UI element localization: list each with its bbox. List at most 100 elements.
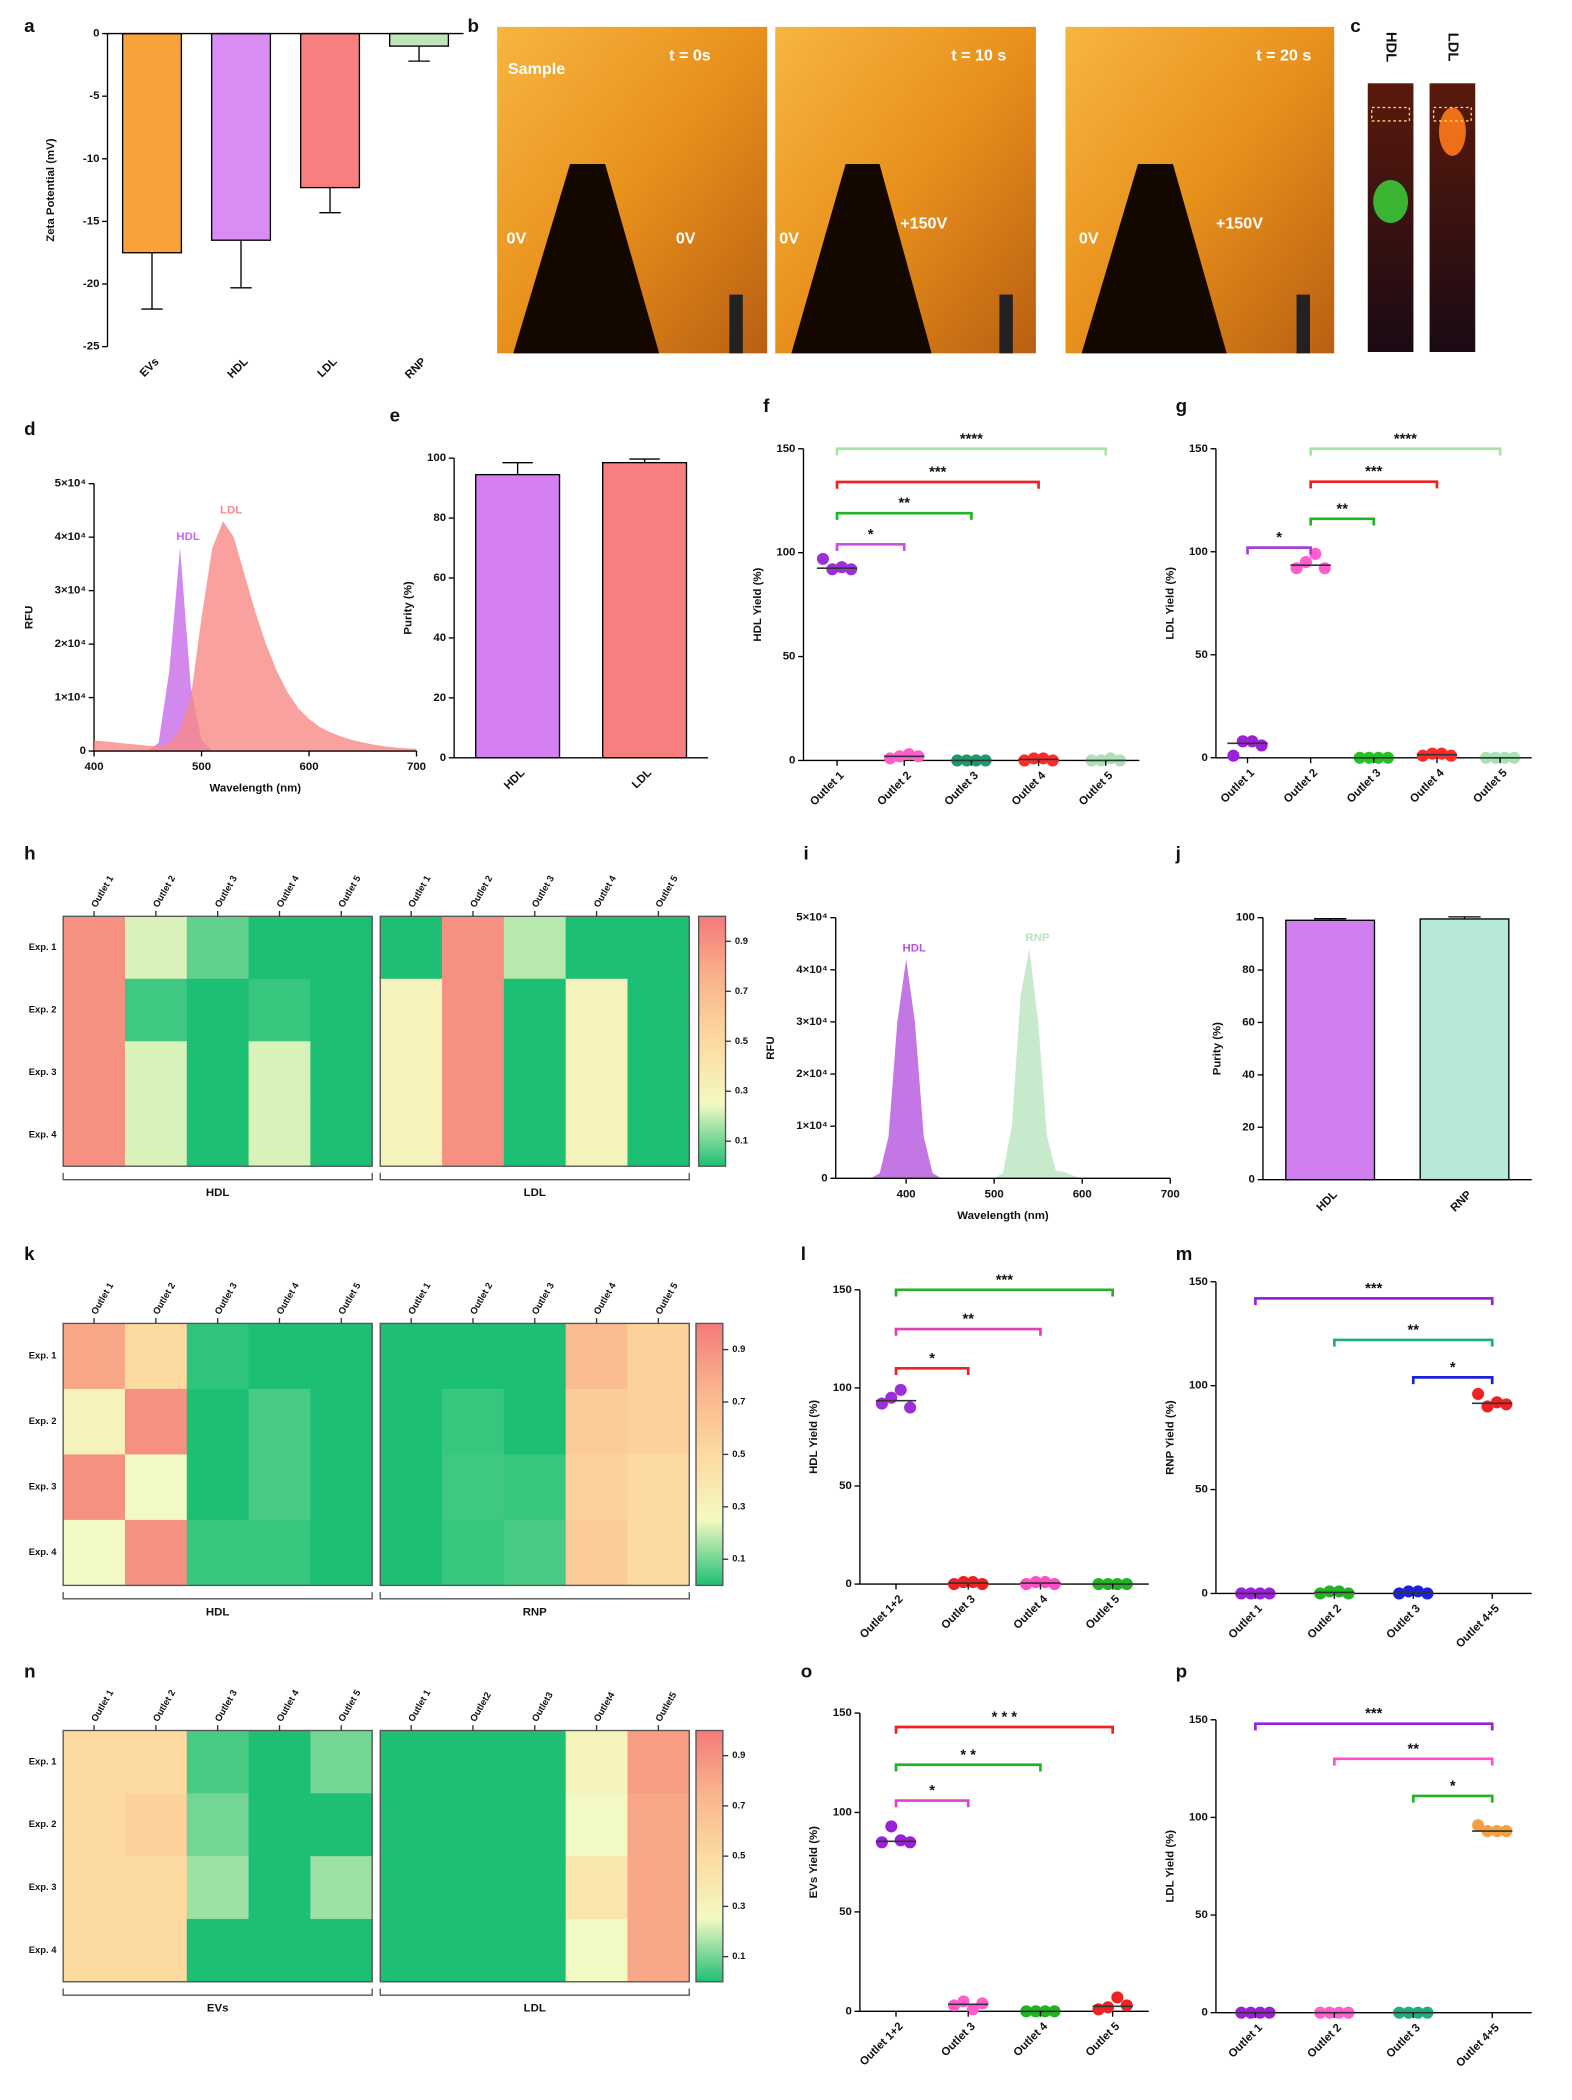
colorbar-tick-label: 0.7 xyxy=(735,985,748,996)
column-label: Outlet 1 xyxy=(406,873,433,909)
y-tick-label: 0 xyxy=(93,28,99,40)
significance-bracket xyxy=(1333,1757,1494,1766)
heatmap-cell xyxy=(186,1454,250,1521)
data-point xyxy=(1027,752,1040,765)
data-point xyxy=(1255,739,1268,752)
significance-label: * * * xyxy=(992,1709,1018,1725)
column-label: Outlet 3 xyxy=(212,1280,239,1316)
heatmap-cell xyxy=(380,1856,443,1920)
row-label: Exp. 1 xyxy=(29,1755,57,1766)
panel-letter: f xyxy=(763,395,770,416)
bar xyxy=(121,32,183,254)
significance-bracket xyxy=(1411,1794,1494,1803)
significance-label: **** xyxy=(960,431,983,447)
heatmap-cell xyxy=(186,1323,250,1390)
heatmap-cell xyxy=(63,1730,126,1794)
heatmap-cell xyxy=(310,1730,373,1794)
heatmap-cell xyxy=(63,1041,126,1105)
y-tick-label: 0 xyxy=(1202,1587,1208,1599)
heatmap-cell xyxy=(248,1730,311,1794)
significance-bracket xyxy=(1254,1297,1494,1306)
photo-electrode xyxy=(999,294,1013,354)
heatmap-cell xyxy=(442,1918,505,1983)
row-label: Exp. 2 xyxy=(29,1004,57,1015)
colorbar-tick-label: 0.5 xyxy=(732,1850,745,1861)
x-tick-label: HDL xyxy=(1315,1189,1340,1214)
data-point xyxy=(1227,749,1240,762)
x-tick-label: Outlet 3 xyxy=(1345,767,1384,806)
significance-label: * xyxy=(929,1351,935,1367)
row-label: Exp. 2 xyxy=(29,1415,57,1426)
colorbar-tick-label: 0.9 xyxy=(735,935,748,946)
bar xyxy=(602,461,688,759)
y-tick-label: 100 xyxy=(833,1382,852,1394)
heatmap-cell xyxy=(186,1519,250,1586)
x-tick-label: Outlet 1 xyxy=(1227,2021,1266,2060)
x-tick-label: Outlet 3 xyxy=(939,1593,978,1632)
significance-label: * xyxy=(1450,1360,1456,1376)
heatmap-cell xyxy=(124,1918,188,1983)
heatmap-cell xyxy=(186,1388,250,1455)
significance-label: ** xyxy=(962,1312,974,1328)
data-point xyxy=(1020,1578,1033,1591)
y-tick-label: 100 xyxy=(1189,1380,1208,1392)
heatmap-cell xyxy=(63,1103,126,1167)
significance-bracket xyxy=(1309,517,1376,526)
heatmap-cell xyxy=(63,1323,126,1390)
group-label: RNP xyxy=(523,1606,547,1618)
heatmap-cell xyxy=(627,1730,690,1794)
significance-label: ** xyxy=(1336,501,1348,517)
panel-letter: i xyxy=(803,842,808,863)
significance-label: * xyxy=(1450,1778,1456,1794)
heatmap-cell xyxy=(124,1730,188,1794)
gel-band xyxy=(1438,107,1466,156)
heatmap-cell xyxy=(442,1323,505,1390)
group-label: HDL xyxy=(206,1606,229,1618)
significance-bracket xyxy=(835,480,1040,489)
data-point xyxy=(1299,556,1313,569)
heatmap-cell xyxy=(380,1918,443,1983)
x-tick-label: Outlet 4 xyxy=(1010,769,1049,808)
row-label: Exp. 4 xyxy=(29,1546,57,1557)
heatmap-cell xyxy=(565,1856,628,1920)
data-point xyxy=(885,1391,898,1404)
significance-bracket xyxy=(1246,546,1313,555)
heatmap-cell xyxy=(565,1323,628,1390)
data-point xyxy=(875,1836,888,1849)
data-point xyxy=(966,2003,979,2016)
y-tick-label: 4×10⁴ xyxy=(55,531,86,543)
heatmap-cell xyxy=(248,1103,311,1167)
significance-bracket xyxy=(894,1366,970,1376)
significance-bracket xyxy=(894,1327,1042,1336)
heatmap-cell xyxy=(248,1793,311,1857)
row-label: Exp. 3 xyxy=(29,1481,57,1492)
heatmap-cell xyxy=(310,978,373,1042)
heatmap-cell xyxy=(503,1103,567,1167)
heatmap-cell xyxy=(310,1918,373,1983)
y-axis-title: RNP Yield (%) xyxy=(1164,1400,1176,1475)
heatmap-cell xyxy=(627,1856,690,1920)
x-tick-label: HDL xyxy=(226,356,251,381)
y-tick-label: 60 xyxy=(1242,1016,1255,1028)
x-tick-label: Outlet 4+5 xyxy=(1454,2021,1502,2069)
data-point xyxy=(1018,754,1031,767)
heatmap-cell xyxy=(310,1454,373,1521)
x-tick-label: Outlet 5 xyxy=(1077,769,1116,808)
data-point xyxy=(1416,749,1429,762)
heatmap-cell xyxy=(124,1103,188,1167)
heatmap-cell xyxy=(442,1730,505,1794)
heatmap-cell xyxy=(248,1918,311,1983)
heatmap-cell xyxy=(63,1856,126,1920)
heatmap-cell xyxy=(627,916,690,980)
data-point xyxy=(1393,1587,1406,1600)
colorbar-tick-label: 0.3 xyxy=(732,1500,745,1511)
panel-letter: l xyxy=(801,1243,806,1264)
heatmap-cell xyxy=(503,978,567,1042)
data-point xyxy=(816,552,829,565)
row-label: Exp. 1 xyxy=(29,941,57,952)
data-point xyxy=(826,563,839,576)
data-point xyxy=(957,1576,970,1589)
heatmap-cell xyxy=(503,1793,567,1857)
heatmap-cell xyxy=(186,916,250,980)
group-label: EVs xyxy=(207,2003,229,2015)
